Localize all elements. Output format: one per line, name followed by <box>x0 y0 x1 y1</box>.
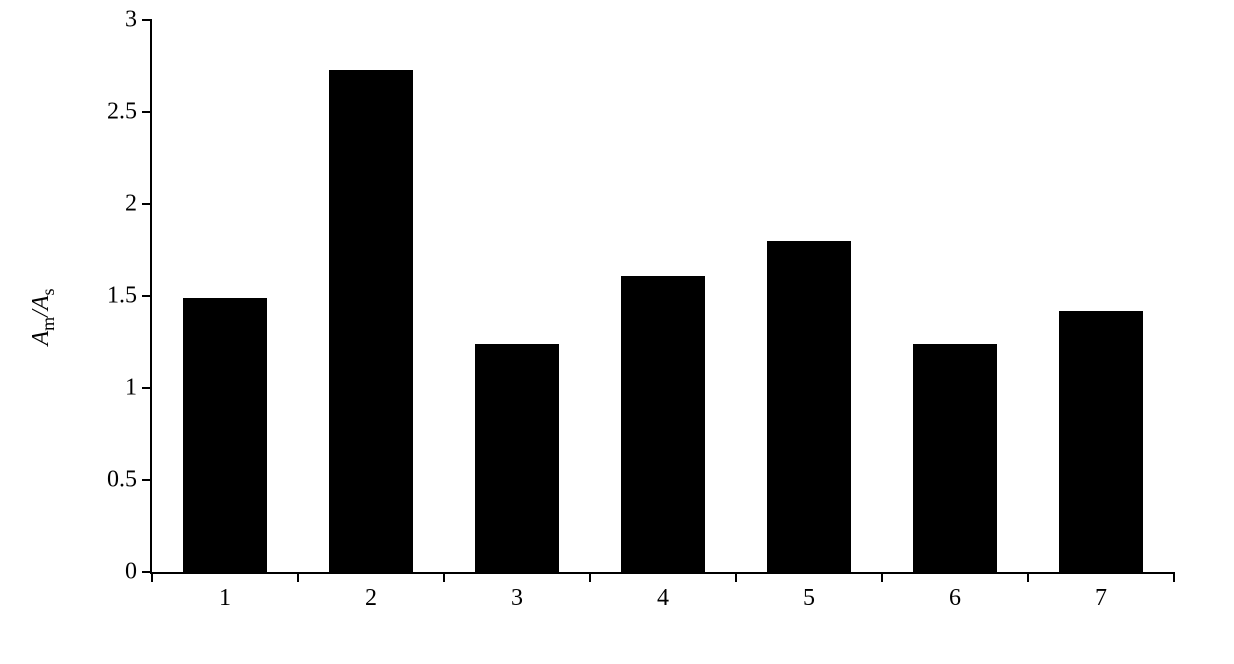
x-tick <box>881 572 883 582</box>
y-tick <box>142 387 152 389</box>
y-tick-label: 0 <box>82 559 137 586</box>
x-tick-label: 5 <box>803 585 815 612</box>
x-tick <box>735 572 737 582</box>
bar <box>913 344 998 572</box>
y-tick <box>142 111 152 113</box>
y-tick-label: 2 <box>82 191 137 218</box>
x-tick <box>589 572 591 582</box>
y-axis-label: Am/As <box>28 288 59 345</box>
x-tick-label: 3 <box>511 585 523 612</box>
x-tick <box>297 572 299 582</box>
plot-area: 00.511.522.531234567 <box>150 20 1174 574</box>
bar <box>475 344 560 572</box>
y-tick <box>142 295 152 297</box>
y-tick <box>142 203 152 205</box>
bar <box>621 276 706 572</box>
x-tick-label: 6 <box>949 585 961 612</box>
y-tick-label: 1.5 <box>82 283 137 310</box>
bar <box>767 241 852 572</box>
x-tick-label: 7 <box>1095 585 1107 612</box>
x-tick <box>151 572 153 582</box>
x-tick <box>1173 572 1175 582</box>
x-tick-label: 4 <box>657 585 669 612</box>
y-tick-label: 3 <box>82 7 137 34</box>
x-tick <box>443 572 445 582</box>
y-tick <box>142 19 152 21</box>
x-tick-label: 2 <box>365 585 377 612</box>
bar-chart: Am/As 00.511.522.531234567 <box>60 20 1194 614</box>
y-tick-label: 1 <box>82 375 137 402</box>
x-tick <box>1027 572 1029 582</box>
bar <box>1059 311 1144 572</box>
y-tick <box>142 479 152 481</box>
y-tick-label: 2.5 <box>82 99 137 126</box>
x-tick-label: 1 <box>219 585 231 612</box>
bar <box>329 70 414 572</box>
bar <box>183 298 268 572</box>
y-tick-label: 0.5 <box>82 467 137 494</box>
